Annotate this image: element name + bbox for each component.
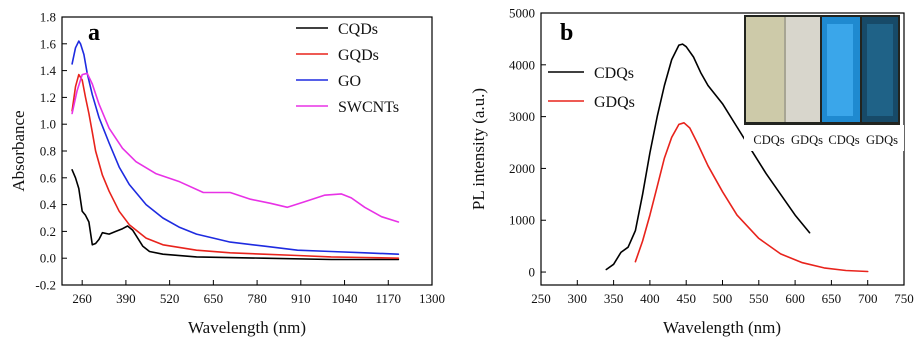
panel-a-curves [71, 40, 400, 261]
panel-a-legend-label-swcnts: SWCNTs [338, 99, 399, 116]
vial-gdqs-uv-glow [867, 24, 893, 116]
panel-a-x-tick-label: 260 [72, 291, 92, 306]
panel-b-x-axis-title: Wavelength (nm) [663, 318, 781, 337]
panel-a-x-tick-label: 780 [247, 291, 267, 306]
panel-b-legend: CDQs GDQs [548, 65, 635, 111]
panel-a-y-tick-label: -0.2 [35, 278, 56, 293]
panel-a-y-tick-label: 0.2 [40, 224, 56, 239]
panel-a-x-tick-label: 1170 [376, 291, 402, 306]
panel-b-y-tick-label: 3000 [509, 109, 535, 124]
panel-b-x-tick-label: 400 [640, 291, 660, 306]
panel-a-x-tick-label: 520 [160, 291, 180, 306]
panel-a-y-tick-label: 1.0 [40, 117, 56, 132]
panel-b: 250 300 350 400 450 500 550 600 650 700 750 0 1000 20… [469, 6, 914, 338]
panel-b-y-tick-label: 4000 [509, 57, 535, 72]
panel-a-x-tick-label: 1300 [419, 291, 445, 306]
panel-a-series-cqds [71, 169, 400, 261]
vial-glass-edge [784, 17, 786, 122]
panel-a-y-tick-label: 1.4 [40, 63, 57, 78]
panel-b-y-tick-label: 5000 [509, 6, 535, 21]
panel-a-letter: a [88, 20, 100, 46]
inset-label-cdqs-daylight: CDQs [753, 133, 784, 147]
panel-b-series-gdqs [634, 122, 869, 273]
panel-a-y-tick-label: 1.6 [40, 36, 57, 51]
panel-b-letter: b [560, 20, 573, 46]
panel-b-curves [605, 43, 869, 273]
inset-vial-photo: CDQs GDQs CDQs GDQs [744, 15, 904, 151]
panel-b-y-tick-label: 0 [529, 265, 536, 280]
panel-a-y-tick-label: 0.8 [40, 144, 56, 159]
panel-a: 260 390 520 650 780 910 1040 1170 1300 -0.2 0.0 0.2… [9, 10, 445, 338]
panel-a-legend-label-cqds: CQDs [338, 21, 378, 38]
panel-b-x-tick-label: 750 [894, 291, 914, 306]
panel-a-y-axis-title: Absorbance [9, 110, 28, 191]
vial-cdqs-uv-glow [827, 24, 853, 116]
panel-a-series-swcnts [71, 72, 400, 223]
panel-a-x-tick-label: 650 [204, 291, 224, 306]
inset-label-cdqs-uv: CDQs [828, 133, 859, 147]
panel-a-legend: CQDs GQDs GO SWCNTs [296, 21, 399, 116]
panel-a-y-tick-label: 0.4 [40, 197, 57, 212]
panel-a-x-tick-label: 910 [291, 291, 311, 306]
vial-gdqs-daylight [786, 17, 820, 122]
panel-b-x-tick-label: 550 [749, 291, 769, 306]
panel-b-legend-label-gdqs: GDQs [594, 94, 635, 111]
panel-b-x-tick-label: 350 [604, 291, 624, 306]
inset-label-gdqs-daylight: GDQs [791, 133, 823, 147]
panel-b-x-tick-label: 500 [713, 291, 733, 306]
panel-a-y-tick-label: 1.2 [40, 90, 56, 105]
panel-b-y-tick-label: 1000 [509, 213, 535, 228]
panel-a-y-tick-label: 1.8 [40, 10, 56, 25]
panel-b-x-tick-label: 250 [531, 291, 551, 306]
panel-b-x-tick-label: 300 [568, 291, 588, 306]
panel-a-x-tick-label: 1040 [332, 291, 358, 306]
panel-b-axes: 250 300 350 400 450 500 550 600 650 700 750 0 1000 20… [509, 6, 914, 307]
panel-a-series-go [71, 40, 400, 255]
panel-a-legend-label-gqds: GQDs [338, 47, 379, 64]
panel-a-series-gqds [71, 73, 400, 260]
panel-b-x-tick-label: 650 [822, 291, 842, 306]
panel-a-legend-label-go: GO [338, 73, 361, 90]
panel-a-x-tick-label: 390 [116, 291, 136, 306]
panel-b-x-tick-label: 450 [676, 291, 696, 306]
vial-cdqs-daylight [746, 17, 784, 122]
inset-label-gdqs-uv: GDQs [866, 133, 898, 147]
panel-a-x-axis-title: Wavelength (nm) [188, 318, 306, 337]
panel-b-y-axis-title: PL intensity (a.u.) [469, 88, 488, 210]
panel-b-x-tick-label: 600 [785, 291, 805, 306]
panel-a-y-tick-label: 0.6 [40, 170, 57, 185]
panel-b-y-tick-label: 2000 [509, 161, 535, 176]
panel-a-y-tick-label: 0.0 [40, 251, 56, 266]
panel-a-axes: 260 390 520 650 780 910 1040 1170 1300 -0.2 0.0 0.2… [35, 10, 445, 307]
panel-b-series-cdqs [605, 43, 811, 271]
panel-b-legend-label-cdqs: CDQs [594, 65, 634, 82]
inset-caption-strip [744, 125, 904, 151]
panel-b-x-tick-label: 700 [858, 291, 878, 306]
